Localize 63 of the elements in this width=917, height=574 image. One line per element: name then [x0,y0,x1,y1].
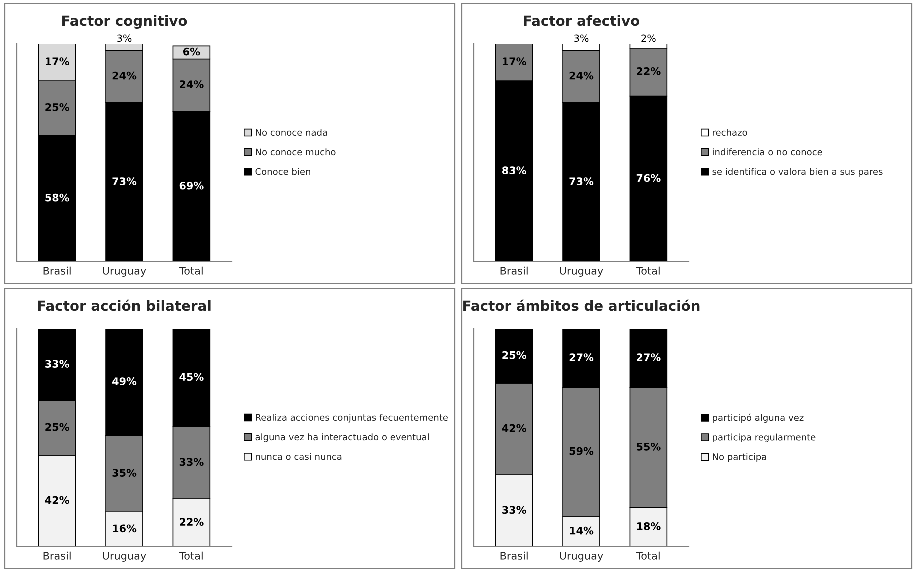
data-label: 22% [637,67,661,76]
data-label: 22% [180,518,204,526]
data-label: 55% [637,442,661,451]
data-label: 3% [118,34,132,42]
x-tick-label: Brasil [44,552,71,560]
data-label: 33% [180,458,204,466]
x-tick-label: Total [636,266,660,275]
x-tick-label: Brasil [44,266,71,275]
chart-title: Factor cognitivo [62,15,188,29]
chart-title: Factor afectivo [524,15,640,26]
data-label: 27% [570,354,594,362]
data-label: 6% [183,48,200,56]
data-label: 45% [180,373,204,382]
data-label: 73% [112,178,137,186]
x-tick-label: Brasil [500,552,528,560]
x-tick-label: Uruguay [103,552,146,562]
chart-title: Factor acción bilateral [38,300,211,312]
chart-title: Factor ámbitos de articulación [464,300,700,312]
legend-label: No participa [713,453,766,462]
data-label: 16% [113,524,137,533]
legend-label: Conoce bien [256,168,310,176]
data-label: 25% [502,351,526,360]
data-label: 33% [502,506,526,514]
legend-label: se identifica o valora bien a sus pares [712,168,883,177]
data-label: 73% [570,178,594,186]
x-tick-label: Uruguay [103,267,146,277]
data-label: 24% [570,72,594,80]
data-label: 24% [180,80,204,88]
data-label: 17% [503,58,526,66]
legend-label: rechazo [713,129,748,136]
legend-label: No conoce nada [256,129,328,136]
data-label: 35% [112,469,137,477]
data-label: 69% [180,182,204,190]
x-tick-label: Uruguay [560,552,604,562]
data-label: 83% [502,166,526,175]
legend-label: participó alguna vez [713,414,804,423]
legend-label: indiferencia o no conoce [713,148,822,156]
x-tick-label: Brasil [500,266,528,275]
data-label: 76% [636,174,661,182]
x-tick-label: Uruguay [560,267,604,277]
data-label: 25% [46,103,70,112]
data-label: 49% [112,378,137,386]
legend-label: participa regularmente [713,434,816,443]
legend-label: Realiza acciones conjuntas fecuentemente [256,414,448,423]
legend-label: No conoce mucho [256,148,336,156]
data-label: 42% [502,424,526,432]
x-tick-label: Total [179,552,203,560]
data-label: 25% [46,423,70,432]
data-label: 27% [637,354,661,362]
legend-label: nunca o casi nunca [256,453,342,460]
data-label: 2% [642,34,656,42]
data-label: 58% [46,194,70,202]
data-label: 17% [46,58,70,66]
data-label: 14% [570,526,594,535]
x-tick-label: Total [179,266,203,275]
data-label: 59% [570,447,594,456]
data-label: 24% [112,72,137,80]
legend-label: alguna vez ha interactuado o eventual [256,434,429,442]
data-label: 3% [574,34,589,42]
x-tick-label: Total [636,552,660,560]
data-label: 18% [637,522,661,530]
data-label: 33% [46,360,70,368]
data-label: 42% [45,496,70,504]
